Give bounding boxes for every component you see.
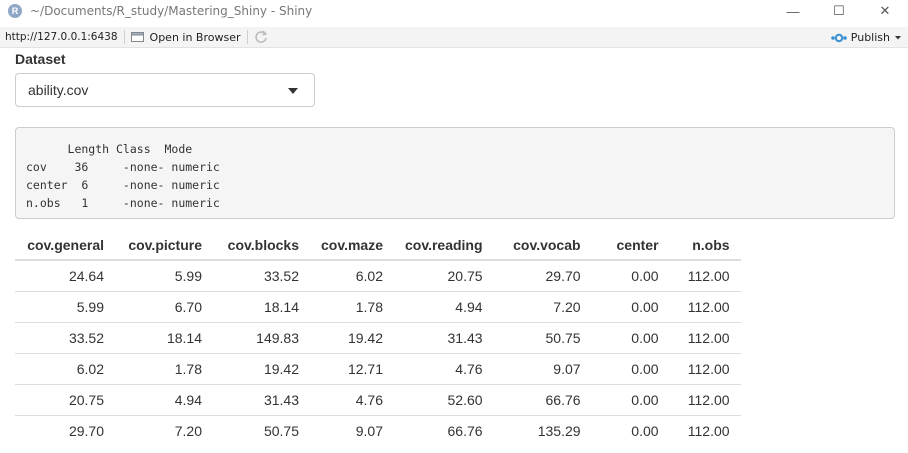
table-row: 5.99 6.70 18.14 1.78 4.94 7.20 0.00 112.00 xyxy=(15,290,741,322)
table-body: 24.64 5.99 33.52 6.02 20.75 29.70 0.00 112.00 5.… xyxy=(15,260,741,446)
table-row: 24.64 5.99 33.52 6.02 20.75 29.70 0.00 112.00 xyxy=(15,260,741,291)
table-cell: 6.02 xyxy=(355,267,383,284)
window-controls: — ☐ ✕ xyxy=(770,0,908,22)
table-cell: 0.00 xyxy=(591,352,670,384)
column-header: center xyxy=(591,230,670,261)
table-cell: 6.70 xyxy=(115,290,213,322)
column-header: cov.general xyxy=(15,230,115,261)
table-cell: 66.76 xyxy=(394,414,494,446)
browser-window-icon xyxy=(130,31,144,42)
publish-label: Publish xyxy=(850,31,890,44)
minimize-button[interactable]: — xyxy=(786,3,800,19)
column-header: cov.reading xyxy=(394,230,494,261)
dataset-select[interactable]: ability.cov xyxy=(15,73,315,107)
table-cell: 19.42 xyxy=(310,321,394,353)
window-title: ~/Documents/R_study/Mastering_Shiny - Sh… xyxy=(30,4,313,18)
publish-icon xyxy=(830,33,847,42)
chevron-down-icon xyxy=(288,88,298,94)
table-cell: 50.75 xyxy=(213,414,310,446)
open-in-browser-button[interactable]: Open in Browser xyxy=(130,30,241,44)
table-cell: 29.70 xyxy=(15,414,115,446)
table-cell: 4.76 xyxy=(310,383,394,415)
summary-output: Length Class Mode cov 36 -none- numeric c… xyxy=(15,127,895,219)
table-cell: 24.64 xyxy=(68,267,104,284)
table-cell: 19.42 xyxy=(213,352,310,384)
table-cell: 112.00 xyxy=(669,352,741,384)
close-button[interactable]: ✕ xyxy=(879,3,891,18)
r-app-icon: R xyxy=(8,4,22,18)
table-cell: 0.00 xyxy=(591,383,670,415)
table-cell: 135.29 xyxy=(493,414,592,446)
table-cell: 50.75 xyxy=(493,321,592,353)
table-header-row: cov.general cov.picture cov.blocks cov.m… xyxy=(15,230,741,261)
table-cell: 5.99 xyxy=(174,267,202,284)
column-header: n.obs xyxy=(669,230,741,261)
table-cell: 112.00 xyxy=(669,321,741,353)
table-cell: 7.20 xyxy=(115,414,213,446)
publish-button[interactable]: Publish xyxy=(830,27,902,48)
table-cell: 112.00 xyxy=(687,267,730,284)
table-cell: 31.43 xyxy=(394,321,494,353)
table-cell: 18.14 xyxy=(213,290,310,322)
summary-line: cov 36 -none- numeric xyxy=(26,160,220,174)
summary-line: n.obs 1 -none- numeric xyxy=(26,196,220,210)
table-cell: 6.02 xyxy=(15,352,115,384)
main-content: Dataset ability.cov Length Class Mode co… xyxy=(15,48,895,446)
table-cell: 4.76 xyxy=(394,352,494,384)
table-cell: 31.43 xyxy=(213,383,310,415)
table-cell: 18.14 xyxy=(115,321,213,353)
chevron-down-icon xyxy=(895,35,901,39)
table-cell: 7.20 xyxy=(493,290,592,322)
table-cell: 12.71 xyxy=(310,352,394,384)
column-header: cov.maze xyxy=(310,230,394,261)
table-row: 33.52 18.14 149.83 19.42 31.43 50.75 0.00 112.0… xyxy=(15,321,741,353)
table-row: 20.75 4.94 31.43 4.76 52.60 66.76 0.00 112.00 xyxy=(15,383,741,415)
summary-line: Length Class Mode xyxy=(26,142,213,156)
table-row: 6.02 1.78 19.42 12.71 4.76 9.07 0.00 112.00 xyxy=(15,352,741,384)
table-cell: 20.75 xyxy=(15,383,115,415)
table-cell: 5.99 xyxy=(15,290,115,322)
column-header: cov.vocab xyxy=(493,230,592,261)
table-cell: 4.94 xyxy=(394,290,494,322)
table-cell: 29.70 xyxy=(545,267,581,284)
table-cell: 0.00 xyxy=(591,321,670,353)
table-cell: 0.00 xyxy=(591,290,670,322)
refresh-icon[interactable] xyxy=(254,30,268,44)
table-cell: 1.78 xyxy=(310,290,394,322)
table-cell: 33.52 xyxy=(15,321,115,353)
table-cell: 20.75 xyxy=(447,267,483,284)
table-cell: 0.00 xyxy=(631,267,659,284)
table-cell: 52.60 xyxy=(394,383,494,415)
table-cell: 112.00 xyxy=(669,383,741,415)
maximize-button[interactable]: ☐ xyxy=(833,3,845,18)
table-cell: 149.83 xyxy=(213,321,310,353)
open-in-browser-label: Open in Browser xyxy=(149,30,241,44)
column-header: cov.picture xyxy=(115,230,213,261)
data-table: cov.general cov.picture cov.blocks cov.m… xyxy=(15,230,741,446)
table-cell: 112.00 xyxy=(669,290,741,322)
dataset-selected-value: ability.cov xyxy=(28,82,89,98)
table-cell: 66.76 xyxy=(493,383,592,415)
window-titlebar: R ~/Documents/R_study/Mastering_Shiny - … xyxy=(0,0,908,22)
url-text[interactable]: http://127.0.0.1:6438 xyxy=(5,31,118,43)
table-cell: 1.78 xyxy=(115,352,213,384)
table-cell: 9.07 xyxy=(310,414,394,446)
column-header: cov.blocks xyxy=(213,230,310,261)
table-cell: 33.52 xyxy=(263,267,299,284)
summary-line: center 6 -none- numeric xyxy=(26,178,220,192)
table-cell: 4.94 xyxy=(115,383,213,415)
table-row: 29.70 7.20 50.75 9.07 66.76 135.29 0.00 112.00 xyxy=(15,414,741,446)
toolbar-divider xyxy=(246,30,248,44)
toolbar-divider xyxy=(123,30,125,44)
table-cell: 0.00 xyxy=(591,414,670,446)
table-cell: 112.00 xyxy=(669,414,741,446)
dataset-label: Dataset xyxy=(15,51,66,67)
table-cell: 9.07 xyxy=(493,352,592,384)
browser-toolbar: http://127.0.0.1:6438 Open in Browser Pu… xyxy=(0,27,908,48)
